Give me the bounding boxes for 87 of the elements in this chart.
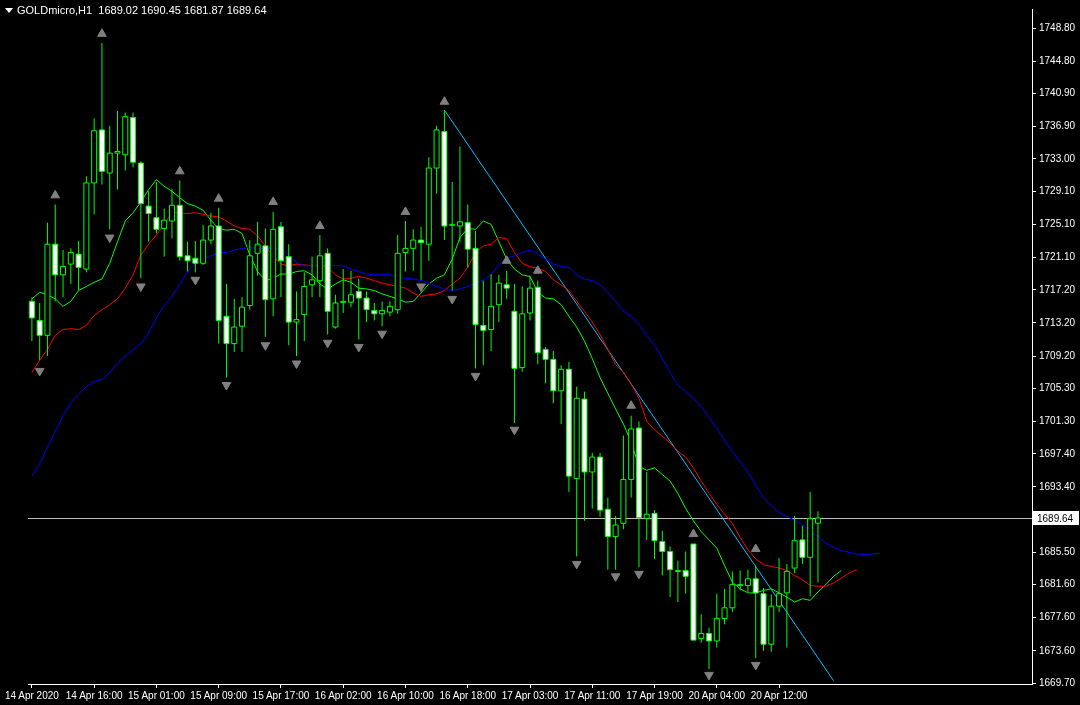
x-tick-label: 14 Apr 16:00 bbox=[65, 689, 123, 701]
candlestick bbox=[503, 270, 510, 300]
y-tick-label: 1681.60 bbox=[1039, 578, 1076, 590]
point bbox=[509, 426, 520, 436]
point bbox=[470, 372, 481, 382]
point bbox=[400, 206, 411, 215]
y-tick-label: 1717.20 bbox=[1039, 283, 1076, 295]
point bbox=[213, 193, 224, 202]
point bbox=[704, 671, 714, 681]
y-tick-label: 1693.40 bbox=[1039, 480, 1076, 492]
point bbox=[322, 339, 333, 349]
candlestick bbox=[744, 569, 751, 593]
point bbox=[97, 28, 107, 37]
y-tick-label: 1701.30 bbox=[1039, 415, 1076, 427]
y-tick-label: 1733.00 bbox=[1039, 152, 1076, 164]
x-tick-label: 16 Apr 02:00 bbox=[314, 689, 372, 701]
candlestick bbox=[488, 273, 495, 352]
point bbox=[190, 276, 201, 286]
candlestick bbox=[706, 627, 713, 670]
point bbox=[260, 342, 271, 351]
ref-line-label: 1689.64 bbox=[1037, 512, 1074, 524]
x-tick-label: 17 Apr 11:00 bbox=[564, 689, 621, 701]
x-tick-label: 15 Apr 09:00 bbox=[190, 689, 248, 701]
y-tick-label: 1725.10 bbox=[1039, 218, 1076, 230]
y-tick-label: 1721.10 bbox=[1039, 251, 1076, 263]
point bbox=[104, 234, 115, 244]
point bbox=[315, 220, 325, 229]
point bbox=[571, 560, 582, 570]
point bbox=[221, 382, 232, 391]
y-tick-label: 1729.10 bbox=[1039, 184, 1076, 196]
candlestick bbox=[168, 188, 175, 239]
point bbox=[34, 367, 45, 377]
candlestick bbox=[207, 212, 214, 245]
y-tick-label: 1685.50 bbox=[1039, 546, 1076, 558]
point bbox=[291, 360, 302, 369]
candlestick bbox=[418, 226, 425, 281]
point bbox=[447, 295, 457, 305]
candlestick bbox=[309, 256, 316, 298]
point bbox=[268, 196, 278, 205]
point bbox=[626, 400, 637, 409]
x-tick-label: 14 Apr 2020 bbox=[4, 689, 60, 701]
candlestick bbox=[386, 300, 393, 317]
point bbox=[501, 255, 512, 264]
x-tick-label: 15 Apr 17:00 bbox=[252, 689, 310, 701]
candlestick bbox=[239, 296, 246, 353]
y-tick-label: 1705.30 bbox=[1039, 382, 1076, 394]
point bbox=[750, 661, 761, 671]
candlestick bbox=[814, 510, 821, 583]
point bbox=[634, 570, 644, 580]
candlestick bbox=[200, 224, 207, 266]
y-tick-label: 1709.20 bbox=[1039, 349, 1076, 361]
x-tick-label: 16 Apr 18:00 bbox=[439, 689, 497, 701]
candlestick bbox=[495, 274, 502, 323]
candlestick bbox=[674, 560, 681, 603]
x-tick-label: 16 Apr 10:00 bbox=[377, 689, 435, 701]
point bbox=[353, 343, 364, 353]
x-tick-label: 17 Apr 03:00 bbox=[501, 689, 559, 701]
y-tick-label: 1673.60 bbox=[1039, 644, 1076, 656]
point bbox=[377, 330, 387, 340]
candlestick bbox=[558, 364, 565, 425]
candlestick bbox=[379, 300, 386, 327]
point bbox=[439, 96, 450, 105]
x-tick-label: 20 Apr 12:00 bbox=[750, 689, 808, 701]
candlestick bbox=[667, 546, 674, 598]
candlestick bbox=[659, 530, 666, 576]
y-tick-label: 1736.90 bbox=[1039, 120, 1076, 132]
y-tick-label: 1748.80 bbox=[1039, 21, 1076, 33]
x-tick-label: 15 Apr 01:00 bbox=[128, 689, 186, 701]
x-tick-label: 20 Apr 04:00 bbox=[688, 689, 746, 701]
y-tick-label: 1744.80 bbox=[1039, 54, 1076, 66]
point bbox=[416, 283, 426, 292]
chart-title: GOLDmicro,H1 1689.02 1690.45 1681.87 1689.64 bbox=[17, 4, 267, 16]
point bbox=[174, 165, 185, 175]
point bbox=[610, 573, 621, 582]
point bbox=[136, 283, 146, 292]
y-tick-label: 1697.40 bbox=[1039, 447, 1076, 459]
x-tick-label: 17 Apr 19:00 bbox=[626, 689, 684, 701]
candlestick bbox=[347, 270, 354, 308]
candlestick bbox=[60, 249, 67, 298]
y-tick-label: 1713.20 bbox=[1039, 316, 1076, 328]
y-tick-label: 1669.70 bbox=[1039, 676, 1076, 688]
point bbox=[532, 265, 543, 274]
point bbox=[50, 189, 61, 199]
y-tick-label: 1677.60 bbox=[1039, 611, 1076, 623]
y-tick-label: 1740.90 bbox=[1039, 87, 1076, 99]
candlestick bbox=[480, 280, 487, 366]
candlestick bbox=[145, 190, 152, 243]
